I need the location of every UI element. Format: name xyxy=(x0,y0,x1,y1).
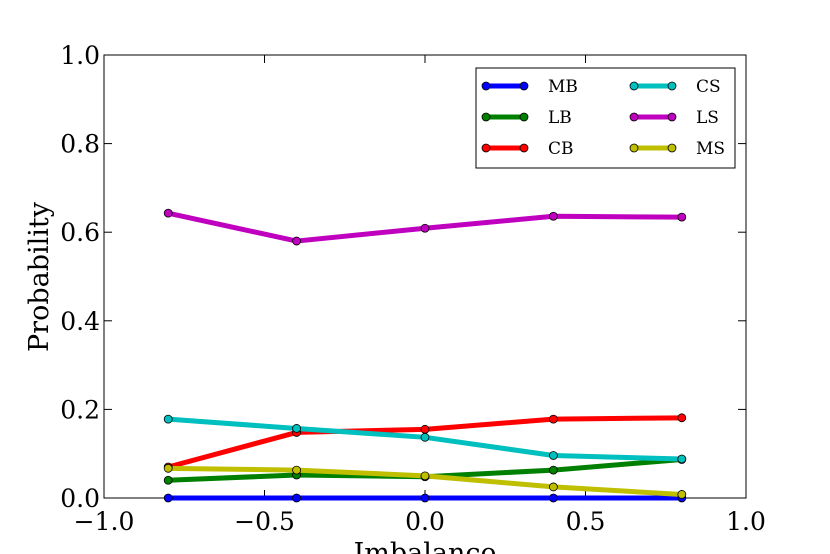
x-tick-label: 1.0 xyxy=(726,507,766,536)
y-tick-label: 1.0 xyxy=(60,41,100,70)
data-point-lb xyxy=(163,475,173,485)
legend-marker-mb xyxy=(519,81,529,91)
data-point-ms xyxy=(549,482,558,492)
legend-marker-cs xyxy=(629,81,639,91)
legend-label-mb: MB xyxy=(548,77,578,97)
data-point-mb xyxy=(163,493,173,503)
data-point-cs xyxy=(420,432,430,442)
legend-label-ls: LS xyxy=(696,108,719,128)
y-tick-label: 0.4 xyxy=(60,307,100,336)
data-point-mb xyxy=(292,493,302,503)
data-point-ls xyxy=(292,236,302,246)
legend-label-cs: CS xyxy=(696,77,721,97)
axis-ticks: −1.0 −0.5 0.0 0.5 1.0 0.0 0.2 0.4 0.6 0.8 1.0 xyxy=(60,41,766,536)
data-point-cb xyxy=(677,413,687,423)
legend-marker-ms xyxy=(629,143,639,153)
data-point-ls xyxy=(677,212,687,222)
data-point-cs xyxy=(292,424,302,433)
y-tick-label: 0.8 xyxy=(60,130,100,159)
y-tick-label: 0.0 xyxy=(60,484,100,513)
data-point-ls xyxy=(163,208,173,218)
data-point-cs xyxy=(677,454,687,464)
data-point-ls xyxy=(549,211,558,221)
x-axis-label: Imbalance xyxy=(354,538,497,554)
x-tick-label: 0.5 xyxy=(566,507,606,536)
legend-marker-cb xyxy=(481,143,491,153)
legend-marker-cb xyxy=(519,143,529,153)
x-tick-label: 0.0 xyxy=(405,507,445,536)
legend-marker-cs xyxy=(667,81,677,91)
legend: MB LB CB CS LS MS xyxy=(475,67,736,169)
data-point-cs xyxy=(163,414,173,424)
data-point-ms xyxy=(163,463,173,473)
legend-marker-ms xyxy=(667,143,677,153)
data-point-ls xyxy=(420,223,430,233)
data-point-ms xyxy=(292,465,302,475)
y-tick-label: 0.6 xyxy=(60,218,100,247)
legend-marker-ls xyxy=(667,112,677,122)
legend-label-lb: LB xyxy=(548,108,572,128)
data-point-cb xyxy=(549,414,558,424)
y-tick-label: 0.2 xyxy=(60,395,100,424)
x-tick-label: −0.5 xyxy=(234,507,295,536)
legend-label-cb: CB xyxy=(548,139,574,159)
data-point-ms xyxy=(677,490,687,499)
series-layer xyxy=(163,208,687,503)
data-point-mb xyxy=(549,493,558,503)
data-point-cs xyxy=(549,451,558,460)
legend-marker-lb xyxy=(519,112,529,122)
data-point-mb xyxy=(420,493,430,503)
data-point-ms xyxy=(420,471,430,481)
x-tick-label: −1.0 xyxy=(74,507,135,536)
legend-marker-mb xyxy=(481,81,491,91)
legend-label-ms: MS xyxy=(696,139,725,159)
legend-marker-lb xyxy=(481,112,491,122)
legend-marker-ls xyxy=(629,112,639,122)
data-point-lb xyxy=(549,465,558,475)
y-axis-label: Probability xyxy=(24,201,55,352)
data-point-cb xyxy=(420,424,430,434)
